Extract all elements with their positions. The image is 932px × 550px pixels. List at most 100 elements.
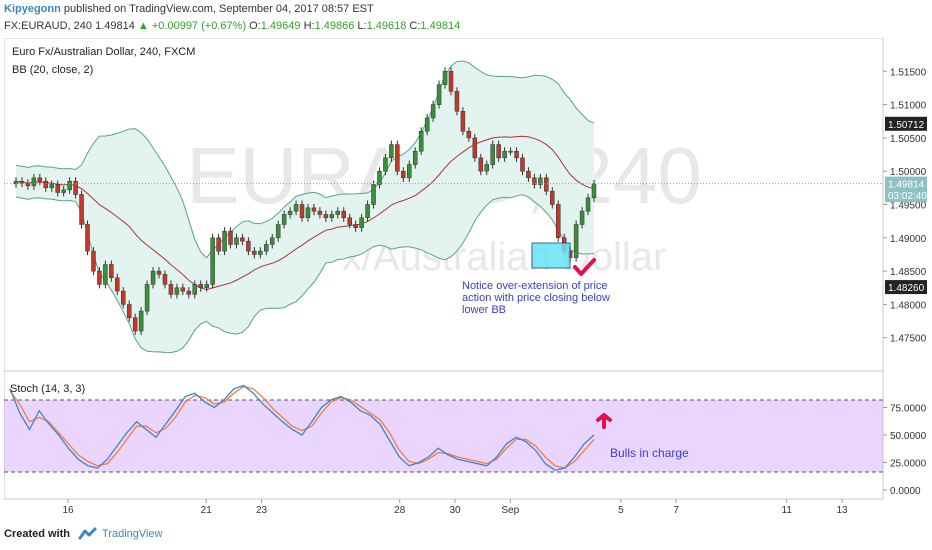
candle-body — [43, 180, 49, 189]
close-label: C: — [409, 20, 421, 32]
candle-body — [526, 170, 531, 179]
low-value: 1.49618 — [366, 20, 407, 32]
candle-body — [544, 177, 549, 192]
stoch-tick-label: 50.0000 — [890, 431, 927, 442]
stoch-tick-label: 0.0000 — [890, 486, 921, 497]
candle-body — [538, 177, 543, 185]
candle-body — [269, 237, 275, 245]
stoch-lines — [9, 384, 595, 471]
time-axis[interactable]: 16 21 23 28 30 Sep 5 7 11 13 — [62, 499, 848, 516]
candle-body — [389, 144, 394, 159]
candle-body — [174, 287, 180, 295]
bb-fill — [16, 60, 594, 353]
chart-header: Kipyegonn published on TradingView.com, … — [0, 0, 932, 38]
candle-body — [31, 177, 37, 187]
time-tick-label: 30 — [449, 505, 461, 516]
candle-body — [484, 164, 489, 172]
candle-body — [264, 244, 269, 252]
candle-body — [514, 150, 519, 159]
annotation-line-3: lower BB — [462, 304, 506, 316]
symbol-line: FX:EURAUD, 240 1.49814 — [4, 20, 135, 32]
candle-body — [156, 270, 162, 275]
candle-body — [359, 217, 364, 229]
candle-body — [579, 210, 585, 225]
time-tick-label: 16 — [62, 505, 74, 516]
stoch-tick-label: 25.0000 — [890, 459, 927, 470]
candle-body — [85, 224, 90, 252]
stoch-axis[interactable]: 75.0000 50.0000 25.0000 0.0000 — [883, 404, 927, 498]
price-tick-label: 1.49500 — [890, 201, 927, 212]
chart-title: Euro Fx/Australian Dollar, 240, FXCM — [12, 46, 195, 58]
stoch-tick-label: 75.0000 — [890, 404, 927, 415]
candle-body — [132, 317, 138, 332]
stoch-label: Stoch (14, 3, 3) — [10, 383, 85, 395]
candle-body — [508, 150, 513, 153]
time-tick-label: 5 — [618, 505, 624, 516]
candle-body — [412, 150, 418, 165]
candle-body — [246, 240, 251, 252]
candle-body — [240, 237, 245, 242]
candle-body — [490, 144, 495, 165]
candle-body — [109, 264, 114, 279]
candle-body — [454, 91, 460, 112]
candle-body — [401, 170, 406, 179]
time-tick-label: 11 — [782, 505, 793, 516]
candle-body — [573, 224, 579, 259]
candle-body — [204, 284, 209, 288]
created-with-text: Created with — [4, 528, 71, 540]
candle-body — [591, 183, 597, 199]
tradingview-brand[interactable]: TradingView — [102, 528, 163, 540]
candle-body — [585, 197, 591, 212]
time-tick-label: 28 — [394, 505, 406, 516]
candle-body — [144, 284, 150, 312]
bb-lower-line — [15, 194, 595, 354]
candle-body — [341, 210, 346, 219]
price-chart[interactable]: EURAUD, 240 Euro Fx/Australian Dollar No… — [4, 38, 928, 520]
candle-body — [198, 284, 203, 288]
price-label-text: 03:02:40 — [888, 191, 927, 202]
candle-body — [222, 230, 227, 252]
ohlc-line: FX:EURAUD, 240 1.49814 ▲ +0.00997 (+0.67… — [4, 20, 460, 32]
price-label-text: 1.49814 — [888, 180, 925, 191]
open-value: 1.49649 — [260, 20, 301, 32]
candle-body — [216, 237, 221, 252]
price-tick-label: 1.51000 — [890, 101, 927, 112]
candle-body — [478, 157, 484, 172]
bollinger-bands — [15, 60, 595, 354]
candle-body — [91, 250, 96, 272]
candle-body — [305, 207, 311, 219]
annotation-line-1: Notice over-extension of price — [462, 280, 608, 292]
candle-body — [49, 184, 55, 189]
candle-body — [126, 304, 132, 318]
candle-body — [37, 177, 43, 182]
candle-body — [210, 237, 215, 285]
author-link[interactable]: Kipyegonn — [4, 3, 61, 15]
candle-body — [168, 284, 174, 295]
stoch-k-line — [9, 384, 595, 471]
stoch-band — [4, 400, 883, 472]
open-label: O: — [249, 20, 261, 32]
candle-body — [180, 287, 186, 292]
candle-body — [353, 224, 358, 229]
published-text: published on TradingView.com, September … — [63, 3, 374, 15]
stoch-annotation: Bulls in charge — [610, 446, 689, 460]
candle-body — [162, 274, 168, 285]
candles — [13, 67, 597, 336]
annotation-line-2: action with price closing below — [462, 292, 610, 304]
price-tick-label: 1.48500 — [890, 267, 927, 278]
price-tick-label: 1.48000 — [890, 300, 927, 311]
candle-body — [377, 170, 382, 185]
price-tick-label: 1.50000 — [890, 167, 927, 178]
time-tick-label: 7 — [673, 505, 679, 516]
price-axis[interactable]: 1.51500 1.51000 1.50500 1.50000 1.49500 1.490… — [883, 67, 927, 345]
bb-upper-line — [15, 60, 595, 259]
stoch-d-line — [9, 385, 595, 469]
price-label-box — [885, 188, 927, 203]
price-label-box — [885, 176, 927, 191]
time-tick-label: 21 — [201, 505, 213, 516]
candle-body — [335, 210, 341, 215]
candle-body — [371, 184, 376, 205]
candle-body — [281, 214, 287, 225]
candle-body — [79, 194, 84, 225]
candle-body — [97, 270, 102, 285]
